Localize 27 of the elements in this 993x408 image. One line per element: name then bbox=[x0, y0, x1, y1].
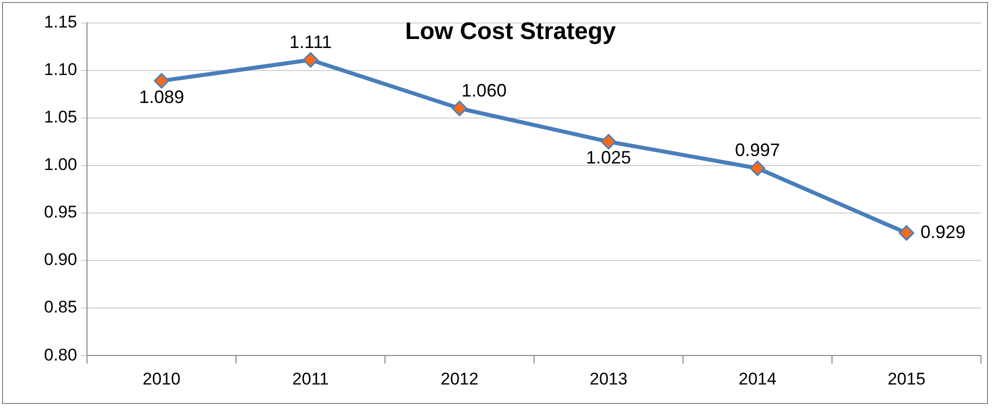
y-tick-label: 1.05 bbox=[44, 108, 78, 127]
point bbox=[750, 160, 766, 176]
x-tick-label: 2015 bbox=[888, 369, 926, 388]
point bbox=[302, 52, 318, 68]
y-tick-label: 1.10 bbox=[44, 60, 78, 80]
x-tick-label: 2010 bbox=[142, 369, 180, 388]
x-tick-label: 2012 bbox=[440, 369, 478, 388]
point bbox=[452, 100, 468, 116]
y-tick-label: 0.90 bbox=[44, 250, 78, 270]
data-label: 0.997 bbox=[735, 140, 780, 160]
x-tick-label: 2013 bbox=[590, 369, 628, 388]
y-tick-label: 0.80 bbox=[44, 345, 78, 364]
x-tick-label: 2011 bbox=[292, 369, 329, 388]
point bbox=[600, 134, 616, 150]
y-tick-label: 1.00 bbox=[44, 155, 78, 174]
y-tick-label: 1.15 bbox=[44, 12, 78, 32]
data-label: 1.111 bbox=[289, 32, 332, 52]
data-label: 1.060 bbox=[462, 80, 507, 100]
chart-title: Low Cost Strategy bbox=[405, 18, 616, 46]
data-label: 0.929 bbox=[920, 222, 966, 242]
data-label: 1.089 bbox=[139, 86, 184, 107]
x-tick-label: 2014 bbox=[738, 369, 776, 388]
data-label: 1.025 bbox=[586, 148, 632, 168]
y-tick-label: 0.85 bbox=[44, 298, 78, 317]
point bbox=[154, 73, 170, 89]
point bbox=[898, 225, 914, 241]
y-tick-label: 0.95 bbox=[44, 202, 78, 222]
